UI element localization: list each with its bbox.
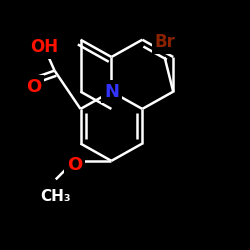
Text: N: N — [104, 82, 119, 100]
Text: O: O — [26, 78, 41, 96]
Text: CH₃: CH₃ — [40, 189, 71, 204]
Text: O: O — [67, 156, 82, 174]
Text: OH: OH — [30, 38, 59, 56]
Text: Br: Br — [154, 33, 175, 51]
